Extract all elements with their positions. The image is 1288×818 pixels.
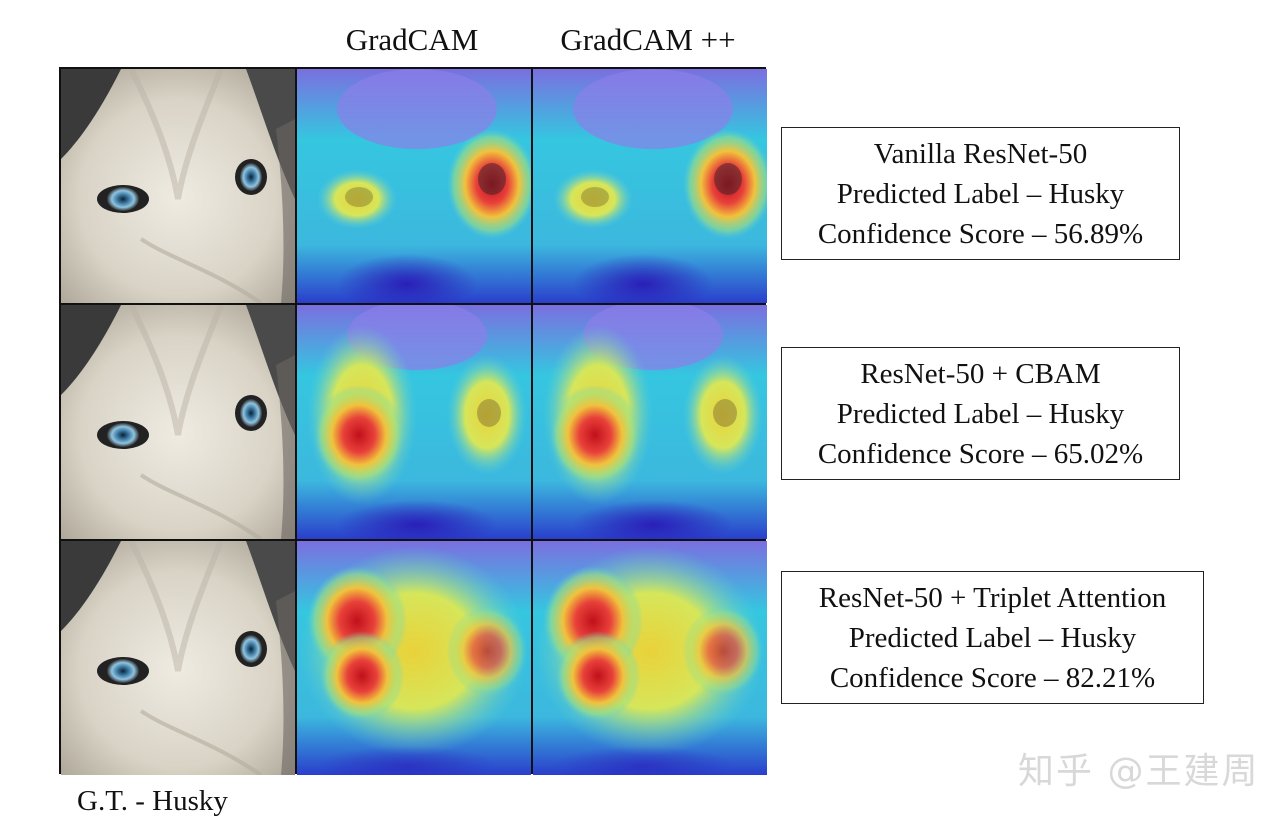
gradcam-heatmap-row-3 <box>297 541 531 775</box>
gradcampp-heatmap-row-1 <box>533 69 767 303</box>
result-box-triplet-attention: ResNet-50 + Triplet Attention Predicted … <box>781 571 1204 704</box>
original-image-row-3 <box>61 541 295 775</box>
column-header-gradcam: GradCAM <box>345 22 479 57</box>
column-header-gradcampp: GradCAM ++ <box>560 22 736 57</box>
predicted-label: Predicted Label – Husky <box>836 398 1125 430</box>
confidence-score: Confidence Score – 56.89% <box>817 218 1144 250</box>
confidence-score: Confidence Score – 82.21% <box>829 662 1156 694</box>
gradcampp-heatmap-row-3 <box>533 541 767 775</box>
model-name: ResNet-50 + Triplet Attention <box>818 582 1167 614</box>
result-box-cbam: ResNet-50 + CBAM Predicted Label – Husky… <box>781 347 1180 480</box>
confidence-score: Confidence Score – 65.02% <box>817 438 1144 470</box>
gradcam-heatmap-row-1 <box>297 69 531 303</box>
original-image-row-2 <box>61 305 295 539</box>
predicted-label: Predicted Label – Husky <box>848 622 1137 654</box>
watermark: 知乎 @王建周 <box>1018 751 1260 792</box>
ground-truth-label: G.T. - Husky <box>77 785 228 817</box>
result-box-vanilla: Vanilla ResNet-50 Predicted Label – Husk… <box>781 127 1180 260</box>
gradcam-heatmap-row-2 <box>297 305 531 539</box>
gradcampp-heatmap-row-2 <box>533 305 767 539</box>
model-name: Vanilla ResNet-50 <box>873 138 1088 170</box>
predicted-label: Predicted Label – Husky <box>836 178 1125 210</box>
original-image-row-1 <box>61 69 295 303</box>
image-grid <box>59 67 767 775</box>
model-name: ResNet-50 + CBAM <box>860 358 1101 390</box>
